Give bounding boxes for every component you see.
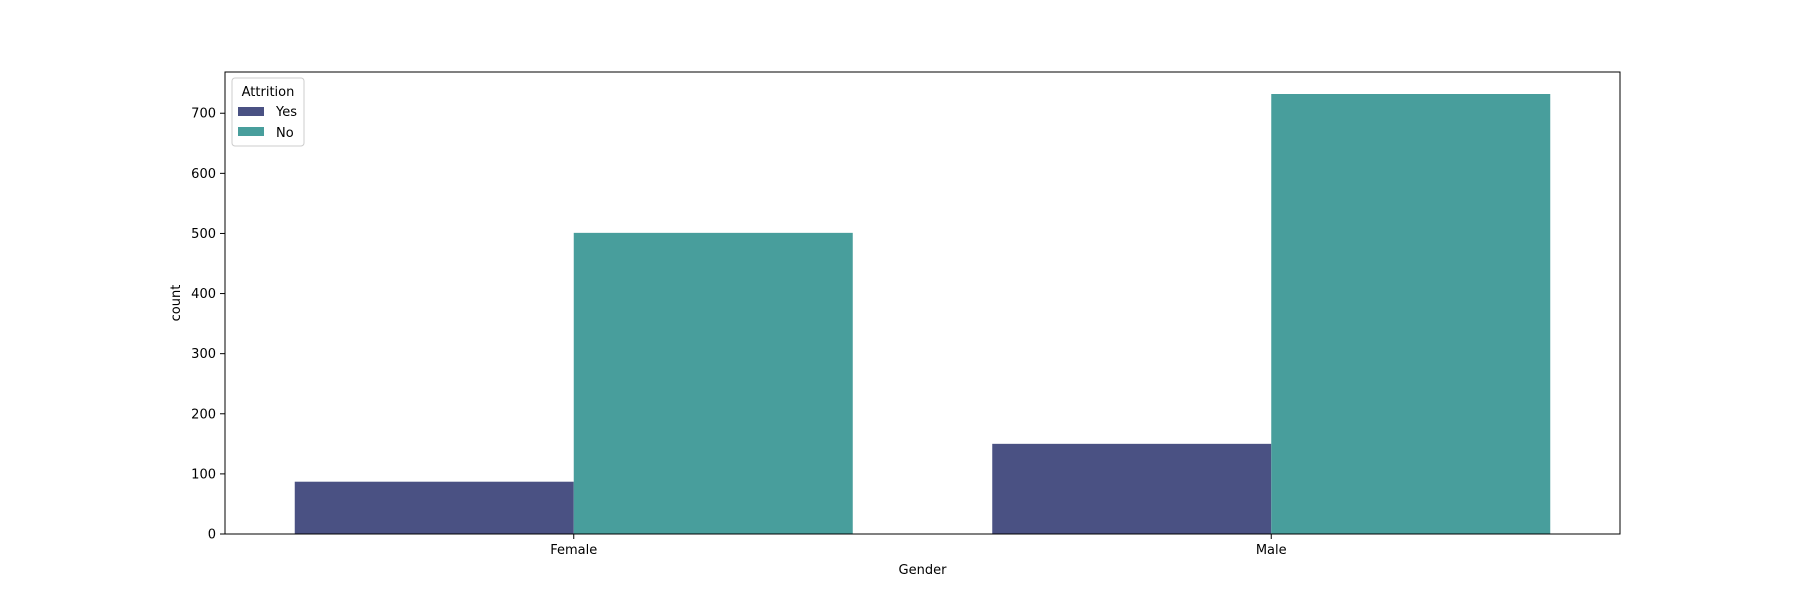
plot-frame xyxy=(224,71,1621,535)
y-tick-label: 300 xyxy=(191,347,216,362)
y-tick-label: 400 xyxy=(191,287,216,302)
legend-label-yes: Yes xyxy=(275,105,297,120)
legend-title: Attrition xyxy=(242,85,295,100)
y-tick-label: 700 xyxy=(191,107,216,122)
bars-group xyxy=(294,94,1551,534)
y-tick-label: 500 xyxy=(191,227,216,242)
bar-male-no xyxy=(1271,94,1551,534)
legend: Attrition Yes No xyxy=(231,77,305,147)
y-tick-label: 0 xyxy=(208,528,216,543)
x-tick-label: Female xyxy=(550,543,597,558)
legend-swatch-yes xyxy=(238,107,264,116)
bar-female-yes xyxy=(294,481,574,534)
y-axis-label: count xyxy=(169,285,184,322)
legend-swatch-no xyxy=(238,127,264,136)
x-axis-label: Gender xyxy=(899,563,948,578)
legend-label-no: No xyxy=(276,126,294,141)
y-tick-label: 100 xyxy=(191,467,216,482)
y-tick-label: 600 xyxy=(191,167,216,182)
y-axis: 0 100 200 300 400 500 600 700 xyxy=(191,107,225,543)
x-tick-label: Male xyxy=(1256,543,1287,558)
bar-male-yes xyxy=(992,443,1272,534)
bar-female-no xyxy=(573,232,853,534)
y-tick-label: 200 xyxy=(191,407,216,422)
x-axis: Female Male xyxy=(550,534,1287,558)
